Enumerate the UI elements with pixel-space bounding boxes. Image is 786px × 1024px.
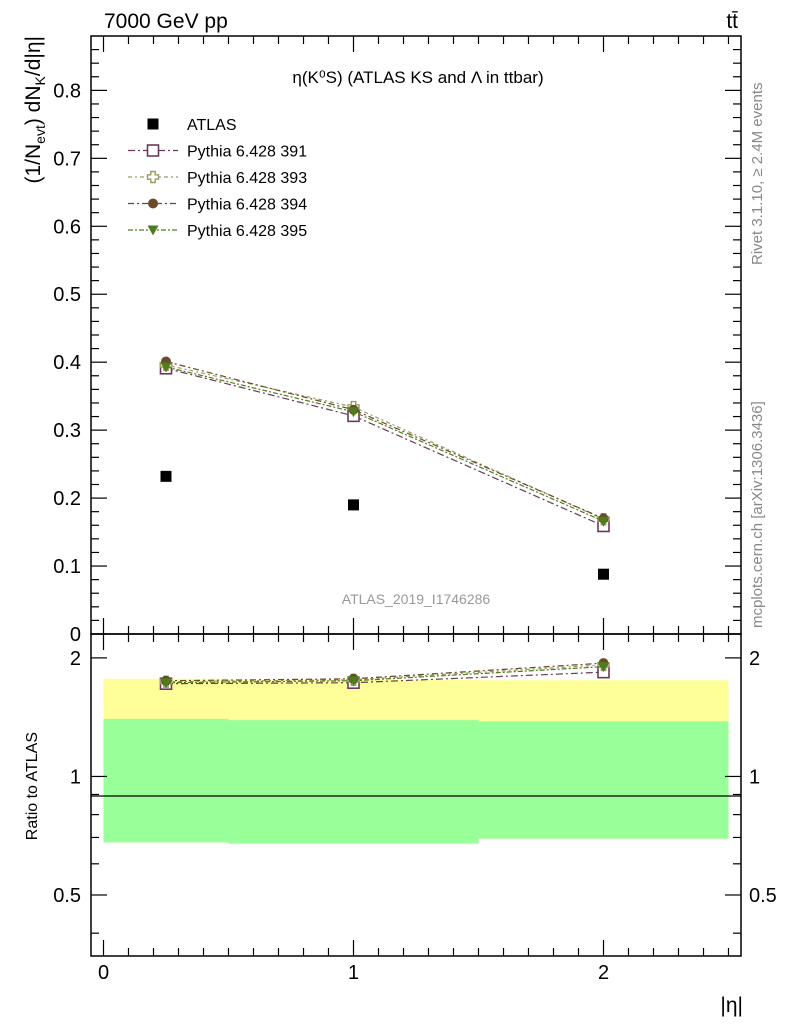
ratio-band-inner	[478, 721, 729, 839]
legend-marker	[147, 118, 159, 130]
ratio-point	[348, 676, 359, 687]
plot-title: η(K⁰S) (ATLAS KS and Λ in ttbar)	[292, 68, 543, 87]
process-label: tt̄	[726, 10, 738, 33]
tick-label: 2	[598, 962, 609, 984]
tick-label: 0.8	[53, 80, 81, 102]
energy-label: 7000 GeV pp	[104, 10, 228, 33]
tick-label: 0.5	[53, 284, 81, 306]
tick-label: 0	[70, 624, 81, 646]
tick-label: 0.5	[749, 885, 777, 907]
side-rivet-label: Rivet 3.1.10, ≥ 2.4M events	[749, 83, 766, 266]
legend-marker	[148, 198, 158, 209]
ratio-point	[160, 678, 172, 689]
tick-label: 0	[98, 962, 109, 984]
legend-label: Pythia 6.428 391	[187, 144, 307, 161]
legend-label: Pythia 6.428 393	[187, 170, 307, 187]
data-point	[160, 362, 172, 373]
data-point	[348, 407, 359, 418]
data-point	[598, 568, 609, 580]
data-point	[160, 470, 172, 482]
analysis-id: ATLAS_2019_I1746286	[342, 591, 491, 607]
x-axis-label: |η|	[720, 994, 743, 1017]
data-point	[598, 516, 609, 527]
legend-entry: Pythia 6.428 391	[128, 144, 307, 161]
axis-tick-labels: 0 0.1 0.2 0.3 0.4 0.5 0.6 0.7 0.8 0 1 2 0.5 0.5 1 1 2 2	[53, 80, 777, 984]
series-1	[159, 361, 610, 533]
legend-entry: Pythia 6.428 395	[128, 223, 307, 240]
ratio-point	[598, 662, 609, 673]
tick-label: 0.1	[53, 556, 81, 578]
tick-label: 1	[348, 962, 359, 984]
main-series	[159, 356, 610, 580]
ratio-band-inner	[228, 720, 479, 844]
data-point	[348, 499, 359, 511]
series-line	[165, 366, 604, 522]
tick-label: 0.2	[53, 488, 81, 510]
series-line	[165, 364, 604, 520]
tick-label: 0.5	[53, 885, 81, 907]
legend-label: Pythia 6.428 395	[187, 223, 307, 240]
tick-label: 1	[749, 766, 760, 788]
ratio-band-inner	[103, 718, 229, 843]
series-0	[160, 470, 609, 580]
ratio-line	[165, 664, 604, 683]
main-y-axis-label: (1/Nevt) dNK/d|η|	[22, 36, 48, 184]
tick-label: 1	[70, 766, 81, 788]
legend: ATLAS Pythia 6.428 391 Pythia 6.428 393 Pyt…	[128, 117, 307, 240]
legend-marker	[146, 144, 160, 157]
tick-label: 0.7	[53, 148, 81, 170]
tick-label: 0.4	[53, 352, 81, 374]
legend-label: Pythia 6.428 394	[187, 197, 307, 214]
ratio-bands	[103, 678, 729, 844]
series-line	[165, 360, 604, 520]
series-line	[165, 367, 604, 527]
legend-entry: Pythia 6.428 394	[128, 197, 307, 214]
legend-marker	[147, 225, 159, 236]
ratio-y-axis-label: Ratio to ATLAS	[24, 732, 41, 840]
tick-label: 0.6	[53, 216, 81, 238]
legend-label: ATLAS	[187, 117, 237, 134]
tick-label: 2	[70, 648, 81, 670]
series-4	[160, 362, 609, 527]
legend-marker	[146, 170, 160, 184]
ratio-series	[159, 658, 610, 690]
tick-label: 2	[749, 648, 760, 670]
legend-entry: Pythia 6.428 393	[128, 170, 307, 187]
axis-ticks	[91, 36, 741, 956]
side-site-label: mcplots.cern.ch [arXiv:1306.3436]	[749, 401, 766, 628]
ratio-series-3	[160, 662, 609, 689]
tick-label: 0.3	[53, 420, 81, 442]
legend-entry: ATLAS	[147, 117, 237, 134]
ratio-line	[165, 671, 604, 685]
